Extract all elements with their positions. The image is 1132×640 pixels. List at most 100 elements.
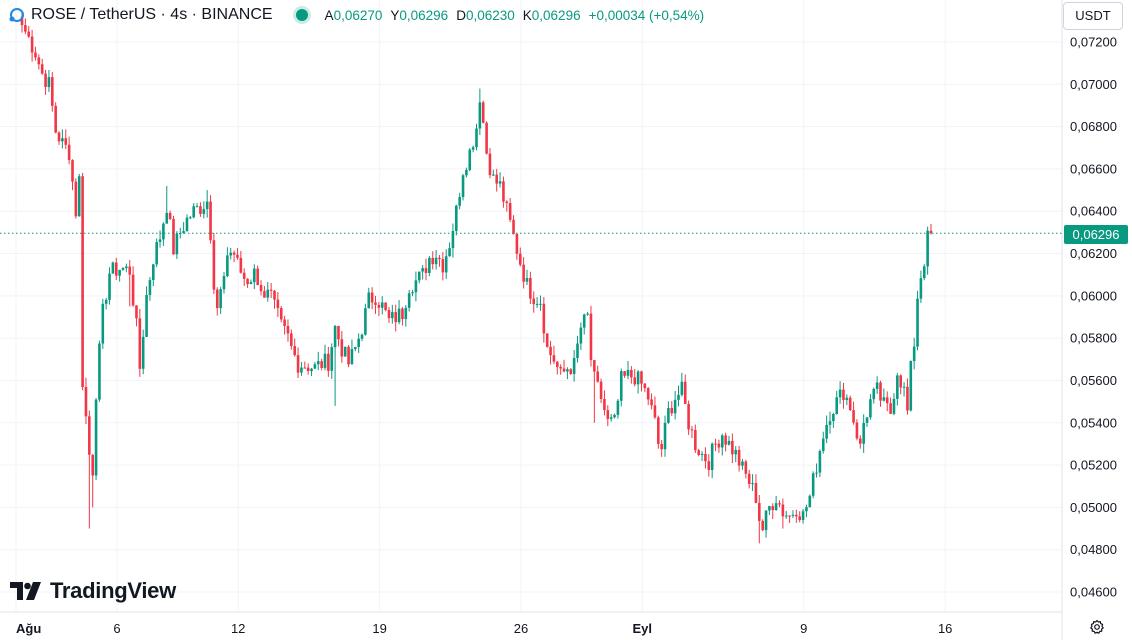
candle-body [320, 361, 323, 368]
high-value: 0,06296 [399, 7, 449, 23]
candle-body [481, 102, 485, 123]
candle-body [259, 284, 263, 292]
time-tick-label: 16 [938, 621, 952, 636]
candle-body [572, 358, 576, 374]
candle-body [650, 399, 653, 406]
candle-body [579, 327, 583, 344]
candle-body [828, 421, 832, 425]
candle-body [451, 230, 455, 249]
candle-body [411, 292, 414, 294]
candle-body [771, 506, 775, 510]
current-price-label: 0,06296 [1064, 225, 1128, 244]
tradingview-logo-icon [10, 582, 41, 600]
candle-body [646, 388, 650, 400]
candle-body [67, 144, 71, 161]
candle-body [885, 397, 889, 404]
candle-body [505, 201, 509, 204]
candle-body [539, 303, 542, 305]
candle-body [37, 57, 41, 65]
price-tick-label: 0,07200 [1070, 35, 1117, 50]
candlestick-series [20, 10, 933, 544]
candle-body [155, 241, 158, 265]
candle-body [727, 440, 731, 445]
candle-body [377, 304, 381, 308]
candle-body [593, 360, 596, 372]
time-tick-label: 12 [231, 621, 245, 636]
currency-button[interactable]: USDT [1063, 2, 1123, 30]
candle-body [77, 176, 81, 217]
candle-body [619, 371, 623, 401]
candle-body [633, 377, 637, 385]
candle-body [529, 278, 532, 299]
time-tick-label: Ağu [16, 621, 41, 636]
candle-body [20, 16, 24, 26]
candle-body [300, 367, 303, 373]
price-axis[interactable]: 0,07200 0,07000 0,06800 0,06600 0,06400 0,062… [1061, 0, 1117, 640]
candle-body [542, 303, 546, 334]
time-tick-label: Eyl [632, 621, 652, 636]
candle-body [310, 368, 313, 372]
candle-body [276, 299, 280, 309]
close-key: K [522, 7, 532, 23]
candle-body [263, 291, 266, 298]
candle-body [704, 453, 707, 462]
candle-body [694, 429, 697, 451]
candle-body [869, 399, 872, 418]
candle-body [441, 259, 445, 273]
tradingview-brand[interactable]: TradingView [10, 578, 176, 604]
candle-body [209, 201, 212, 241]
candle-body [566, 369, 569, 372]
candle-body [512, 219, 515, 234]
candle-body [215, 289, 219, 309]
candle-body [525, 278, 529, 282]
candle-body [61, 138, 64, 142]
candle-body [121, 268, 125, 270]
candle-body [889, 403, 892, 414]
candle-body [330, 347, 334, 371]
time-axis[interactable]: Ağu 6 12 19 26 Eyl 9 16 [0, 611, 1062, 636]
candle-body [919, 278, 923, 299]
candle-body [640, 371, 643, 384]
candle-body [182, 231, 185, 233]
candle-body [340, 339, 344, 357]
candle-body [202, 209, 206, 214]
candle-body [589, 313, 593, 361]
candle-body [882, 397, 886, 401]
candle-body [101, 303, 105, 344]
candle-body [805, 507, 808, 512]
candle-body [643, 383, 647, 389]
symbol-title[interactable]: ROSE / TetherUS · 4s · BINANCE [31, 6, 273, 23]
candle-body [879, 382, 882, 401]
candle-body [488, 153, 492, 176]
candle-body [842, 389, 845, 401]
candle-body [556, 361, 559, 368]
candle-body [508, 203, 512, 220]
candle-body [131, 274, 135, 306]
candle-body [559, 367, 562, 369]
candle-body [431, 257, 435, 265]
candle-body [189, 217, 192, 219]
gear-icon[interactable] [1089, 619, 1105, 635]
candle-body [657, 417, 660, 444]
candle-body [269, 289, 273, 291]
candle-body [653, 405, 657, 418]
candle-body [781, 504, 785, 517]
candle-body [710, 443, 714, 470]
candle-body [485, 122, 488, 154]
price-tick-label: 0,05000 [1070, 500, 1117, 515]
candle-body [152, 264, 155, 281]
candle-body [111, 262, 115, 274]
high-key: Y [390, 7, 400, 23]
candle-body [808, 495, 812, 508]
candle-body [835, 397, 839, 415]
candle-body [138, 318, 142, 369]
candle-body [125, 266, 128, 269]
candle-body [444, 256, 448, 273]
candle-body [909, 361, 913, 411]
candle-body [569, 369, 573, 374]
candle-body [673, 399, 677, 414]
candle-body [128, 266, 132, 275]
candle-body [88, 416, 91, 455]
candle-body [549, 346, 552, 356]
